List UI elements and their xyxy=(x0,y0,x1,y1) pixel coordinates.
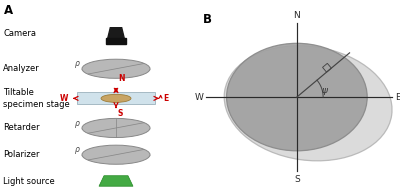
Text: Analyzer: Analyzer xyxy=(3,64,40,73)
Ellipse shape xyxy=(82,59,150,78)
Text: W: W xyxy=(60,94,69,103)
Polygon shape xyxy=(99,176,133,186)
Text: E: E xyxy=(395,93,400,102)
Text: Light source: Light source xyxy=(3,177,55,186)
Text: N: N xyxy=(294,11,300,19)
Ellipse shape xyxy=(224,46,392,161)
Text: E: E xyxy=(164,94,169,103)
Text: $\rho$: $\rho$ xyxy=(74,119,80,130)
Text: W: W xyxy=(194,93,203,102)
Text: A: A xyxy=(4,4,13,17)
Ellipse shape xyxy=(101,94,131,102)
Ellipse shape xyxy=(82,145,150,164)
Text: S: S xyxy=(294,175,300,184)
Ellipse shape xyxy=(82,67,150,72)
Ellipse shape xyxy=(82,126,150,131)
Ellipse shape xyxy=(82,118,150,138)
Text: Polarizer: Polarizer xyxy=(3,150,40,159)
Text: Camera: Camera xyxy=(3,29,36,38)
Text: $\rho$: $\rho$ xyxy=(74,145,80,156)
Text: Retarder: Retarder xyxy=(3,123,40,133)
Text: Tiltable
specimen stage: Tiltable specimen stage xyxy=(3,88,70,109)
Polygon shape xyxy=(108,28,124,38)
Text: N: N xyxy=(118,74,125,83)
Text: B: B xyxy=(203,13,212,26)
Text: $\rho$: $\rho$ xyxy=(74,59,80,70)
Polygon shape xyxy=(77,92,155,104)
Ellipse shape xyxy=(82,153,150,158)
Polygon shape xyxy=(106,38,126,44)
Text: S: S xyxy=(118,109,123,118)
Text: ψ: ψ xyxy=(322,86,328,95)
Ellipse shape xyxy=(226,43,367,151)
